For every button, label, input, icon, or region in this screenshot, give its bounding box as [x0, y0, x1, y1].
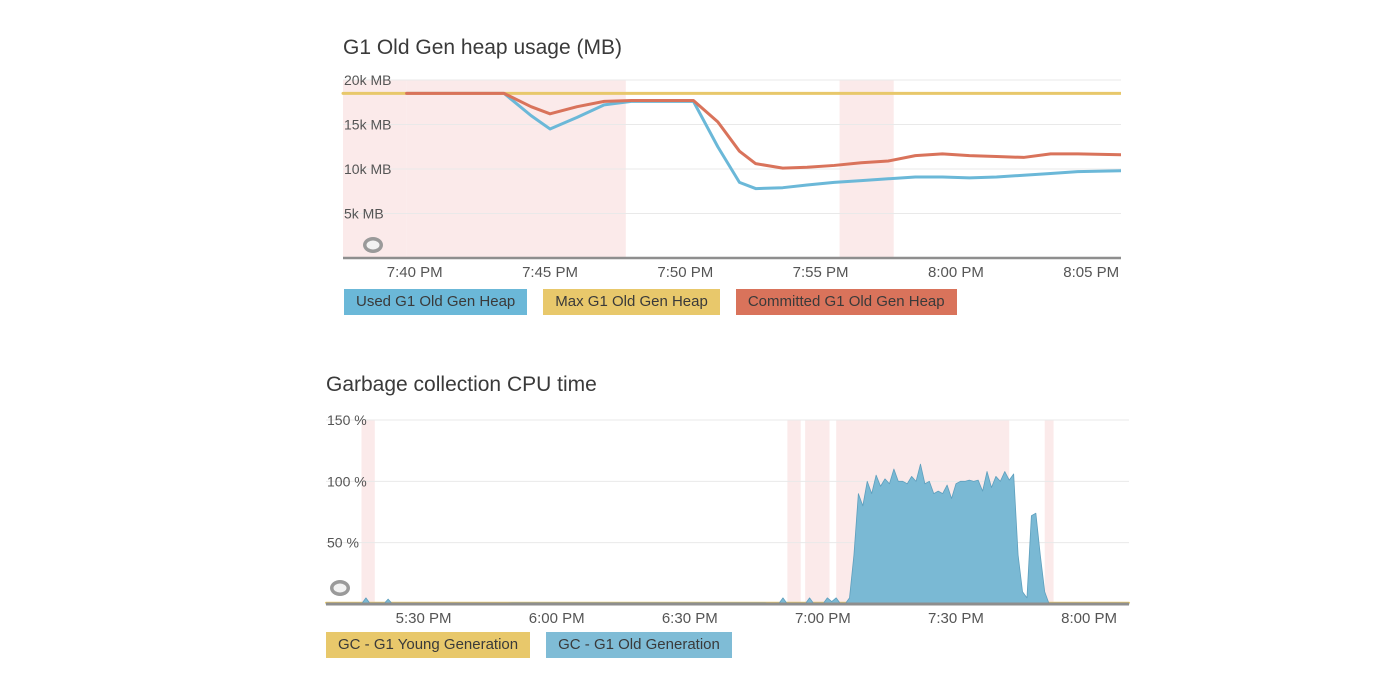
legend-item-used-g1-old-gen-heap[interactable]: Used G1 Old Gen Heap	[344, 289, 528, 315]
gc-x-tick-label: 7:00 PM	[795, 610, 851, 627]
gc-chart-title: Garbage collection CPU time	[326, 373, 597, 396]
gc-x-tick-label: 6:00 PM	[529, 610, 585, 627]
legend-item-gc-g1-old-generation[interactable]: GC - G1 Old Generation	[546, 632, 732, 658]
legend-item-gc-g1-young-generation[interactable]: GC - G1 Young Generation	[326, 632, 531, 658]
series-committed-g1-old-gen-heap	[405, 91, 1121, 170]
gc-y-tick-label: 100 %	[327, 473, 367, 489]
gc-x-tick-label: 6:30 PM	[662, 610, 718, 627]
heap-x-tick-label: 7:40 PM	[387, 264, 443, 281]
gc-x-tick-label: 8:00 PM	[1061, 610, 1117, 627]
heap-plot-area: 5k MB 10k MB 15k MB 20k MB 7:40 PM 7:45 PM 7:5…	[341, 72, 1121, 281]
heap-y-tick-label: 5k MB	[344, 206, 384, 222]
heap-x-tick-label: 7:50 PM	[657, 264, 713, 281]
gc-x-tick-label: 7:30 PM	[928, 610, 984, 627]
gc-chart: 50 % 100 % 150 % 5:30 PM 6:00 PM 6:30 PM 7:00 …	[325, 412, 1130, 627]
gc-highlight-band	[805, 420, 830, 604]
series-gc-g1-old-generation	[325, 463, 1130, 605]
heap-x-tick-label: 7:55 PM	[793, 264, 849, 281]
gc-plot-area: 50 % 100 % 150 % 5:30 PM 6:00 PM 6:30 PM 7:00 …	[325, 412, 1130, 627]
gc-y-tick-label: 150 %	[327, 412, 367, 428]
heap-x-tick-label: 8:00 PM	[928, 264, 984, 281]
legend-item-max-g1-old-gen-heap[interactable]: Max G1 Old Gen Heap	[543, 289, 720, 315]
series-used-g1-old-gen-heap	[405, 91, 1121, 191]
heap-chart-title: G1 Old Gen heap usage (MB)	[343, 36, 622, 59]
gc-highlight-band	[1044, 420, 1054, 604]
gc-y-tick-label: 50 %	[327, 535, 359, 551]
gc-highlight-band	[787, 420, 801, 604]
heap-y-tick-label: 10k MB	[344, 161, 391, 177]
heap-reset-zoom-icon[interactable]	[363, 237, 383, 253]
gc-x-tick-label: 5:30 PM	[396, 610, 452, 627]
legend-item-committed-g1-old-gen-heap[interactable]: Committed G1 Old Gen Heap	[735, 289, 957, 315]
gc-reset-zoom-icon[interactable]	[330, 580, 350, 596]
gc-highlight-band	[361, 420, 375, 604]
heap-y-tick-label: 15k MB	[344, 117, 391, 133]
heap-chart: 5k MB 10k MB 15k MB 20k MB 7:40 PM 7:45 PM 7:5…	[341, 72, 1121, 281]
heap-legend: Used G1 Old Gen Heap Max G1 Old Gen Heap C…	[344, 289, 957, 315]
heap-x-tick-label: 8:05 PM	[1063, 264, 1119, 281]
heap-x-tick-label: 7:45 PM	[522, 264, 578, 281]
gc-legend: GC - G1 Young Generation GC - G1 Old Gene…	[326, 632, 732, 658]
heap-y-tick-label: 20k MB	[344, 72, 391, 88]
